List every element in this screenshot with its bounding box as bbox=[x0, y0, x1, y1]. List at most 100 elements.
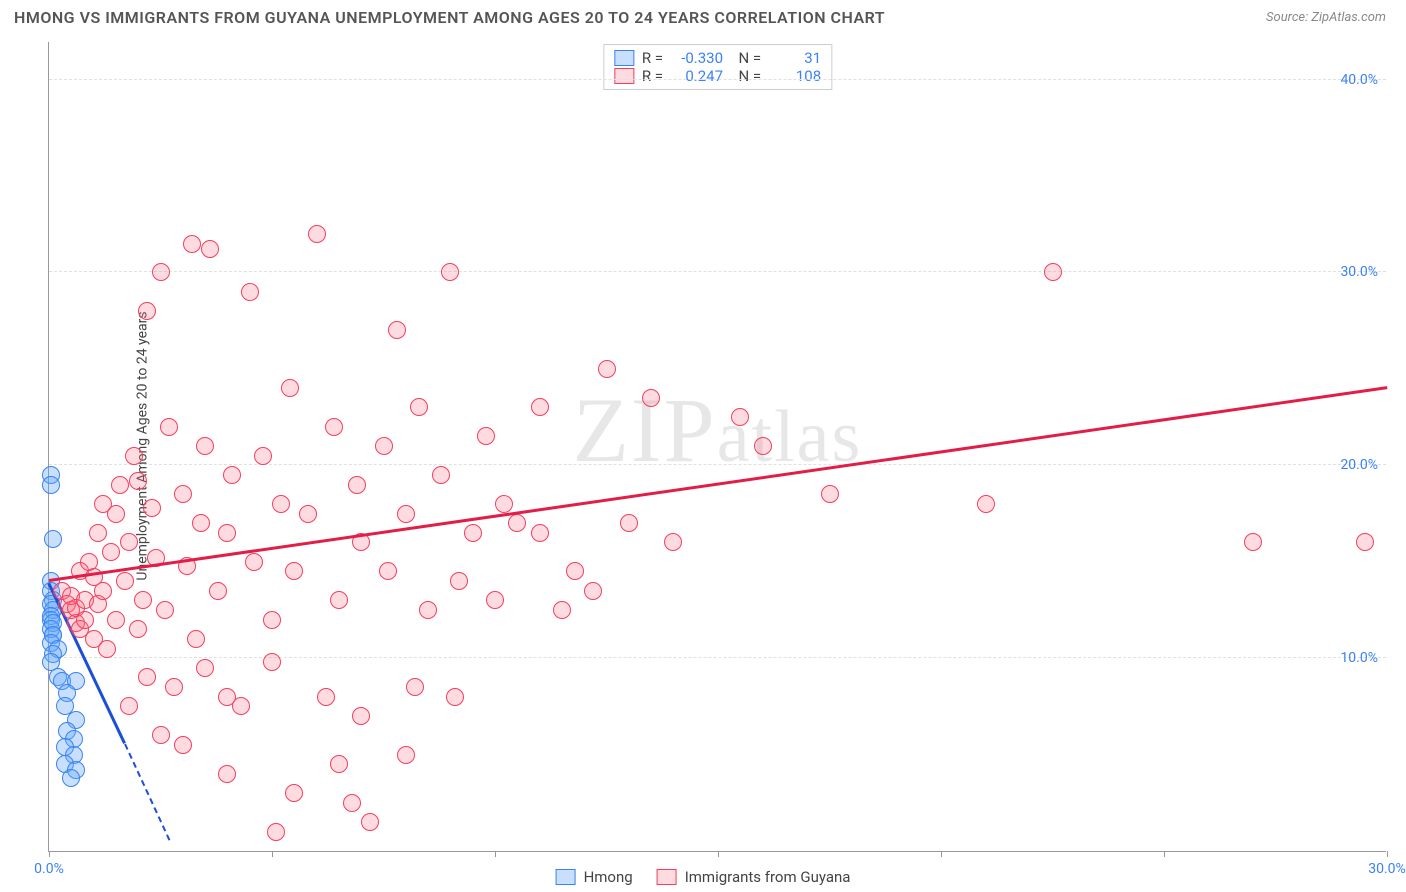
data-point bbox=[361, 813, 379, 831]
data-point bbox=[584, 582, 602, 600]
stat-r-label: R = bbox=[642, 67, 663, 85]
data-point bbox=[531, 524, 549, 542]
data-point bbox=[352, 707, 370, 725]
data-point bbox=[241, 283, 259, 301]
data-point bbox=[62, 769, 80, 787]
data-point bbox=[192, 514, 210, 532]
x-tick bbox=[718, 851, 719, 857]
data-point bbox=[397, 505, 415, 523]
stat-r-value: -0.330 bbox=[671, 49, 723, 67]
trend-line bbox=[49, 386, 1387, 581]
data-point bbox=[138, 302, 156, 320]
y-tick-label: 30.0% bbox=[1340, 264, 1378, 280]
data-point bbox=[977, 495, 995, 513]
data-point bbox=[120, 533, 138, 551]
data-point bbox=[464, 524, 482, 542]
data-point bbox=[129, 620, 147, 638]
stat-n-label: N = bbox=[731, 67, 761, 85]
data-point bbox=[486, 591, 504, 609]
data-point bbox=[1356, 533, 1374, 551]
data-point bbox=[731, 408, 749, 426]
data-point bbox=[263, 611, 281, 629]
legend-label: Hmong bbox=[584, 868, 633, 886]
data-point bbox=[94, 582, 112, 600]
data-point bbox=[281, 379, 299, 397]
data-point bbox=[343, 794, 361, 812]
gridline bbox=[49, 657, 1386, 658]
x-tick bbox=[495, 851, 496, 857]
data-point bbox=[598, 360, 616, 378]
data-point bbox=[566, 562, 584, 580]
stat-r-label: R = bbox=[642, 49, 663, 67]
chart-title: HMONG VS IMMIGRANTS FROM GUYANA UNEMPLOY… bbox=[14, 8, 885, 27]
data-point bbox=[134, 591, 152, 609]
data-point bbox=[160, 418, 178, 436]
stat-r-value: 0.247 bbox=[671, 67, 723, 85]
stats-row: R =-0.330 N =31 bbox=[614, 49, 821, 67]
data-point bbox=[664, 533, 682, 551]
data-point bbox=[107, 505, 125, 523]
data-point bbox=[218, 688, 236, 706]
data-point bbox=[156, 601, 174, 619]
data-point bbox=[102, 543, 120, 561]
data-point bbox=[125, 447, 143, 465]
data-point bbox=[76, 611, 94, 629]
legend-swatch bbox=[657, 869, 677, 885]
data-point bbox=[111, 476, 129, 494]
x-tick bbox=[941, 851, 942, 857]
x-tick-label: 0.0% bbox=[34, 861, 64, 877]
series-legend: Hmong Immigrants from Guyana bbox=[556, 868, 851, 886]
data-point bbox=[165, 678, 183, 696]
data-point bbox=[432, 466, 450, 484]
data-point bbox=[174, 485, 192, 503]
data-point bbox=[209, 582, 227, 600]
stats-legend: R = -0.330 N = 31R = 0.247 N = 108 bbox=[603, 44, 832, 90]
gridline bbox=[49, 271, 1386, 272]
x-tick bbox=[49, 851, 50, 857]
data-point bbox=[223, 466, 241, 484]
data-point bbox=[196, 659, 214, 677]
data-point bbox=[495, 495, 513, 513]
data-point bbox=[107, 611, 125, 629]
stats-row: R = 0.247 N = 108 bbox=[614, 67, 821, 85]
data-point bbox=[410, 398, 428, 416]
legend-swatch bbox=[614, 50, 634, 66]
data-point bbox=[196, 437, 214, 455]
legend-item: Immigrants from Guyana bbox=[657, 868, 851, 886]
data-point bbox=[308, 225, 326, 243]
data-point bbox=[1244, 533, 1262, 551]
data-point bbox=[388, 321, 406, 339]
data-point bbox=[553, 601, 571, 619]
data-point bbox=[508, 514, 526, 532]
data-point bbox=[187, 630, 205, 648]
trend-line bbox=[124, 744, 170, 841]
data-point bbox=[89, 524, 107, 542]
data-point bbox=[263, 653, 281, 671]
data-point bbox=[317, 688, 335, 706]
data-point bbox=[754, 437, 772, 455]
data-point bbox=[446, 688, 464, 706]
data-point bbox=[406, 678, 424, 696]
data-point bbox=[419, 601, 437, 619]
data-point bbox=[348, 476, 366, 494]
data-point bbox=[98, 640, 116, 658]
data-point bbox=[152, 726, 170, 744]
legend-item: Hmong bbox=[556, 868, 633, 886]
stat-n-value: 108 bbox=[769, 67, 821, 85]
data-point bbox=[42, 476, 60, 494]
data-point bbox=[285, 784, 303, 802]
title-bar: HMONG VS IMMIGRANTS FROM GUYANA UNEMPLOY… bbox=[0, 0, 1406, 31]
data-point bbox=[254, 447, 272, 465]
x-tick bbox=[1164, 851, 1165, 857]
y-tick-label: 40.0% bbox=[1340, 72, 1378, 88]
data-point bbox=[152, 263, 170, 281]
data-point bbox=[441, 263, 459, 281]
data-point bbox=[174, 736, 192, 754]
data-point bbox=[116, 572, 134, 590]
data-point bbox=[642, 389, 660, 407]
scatter-chart: ZIPatlas R =-0.330 N =31R =0.247 N =108 … bbox=[48, 42, 1386, 852]
data-point bbox=[218, 765, 236, 783]
data-point bbox=[143, 499, 161, 517]
legend-swatch bbox=[614, 68, 634, 84]
stat-n-value: 31 bbox=[769, 49, 821, 67]
